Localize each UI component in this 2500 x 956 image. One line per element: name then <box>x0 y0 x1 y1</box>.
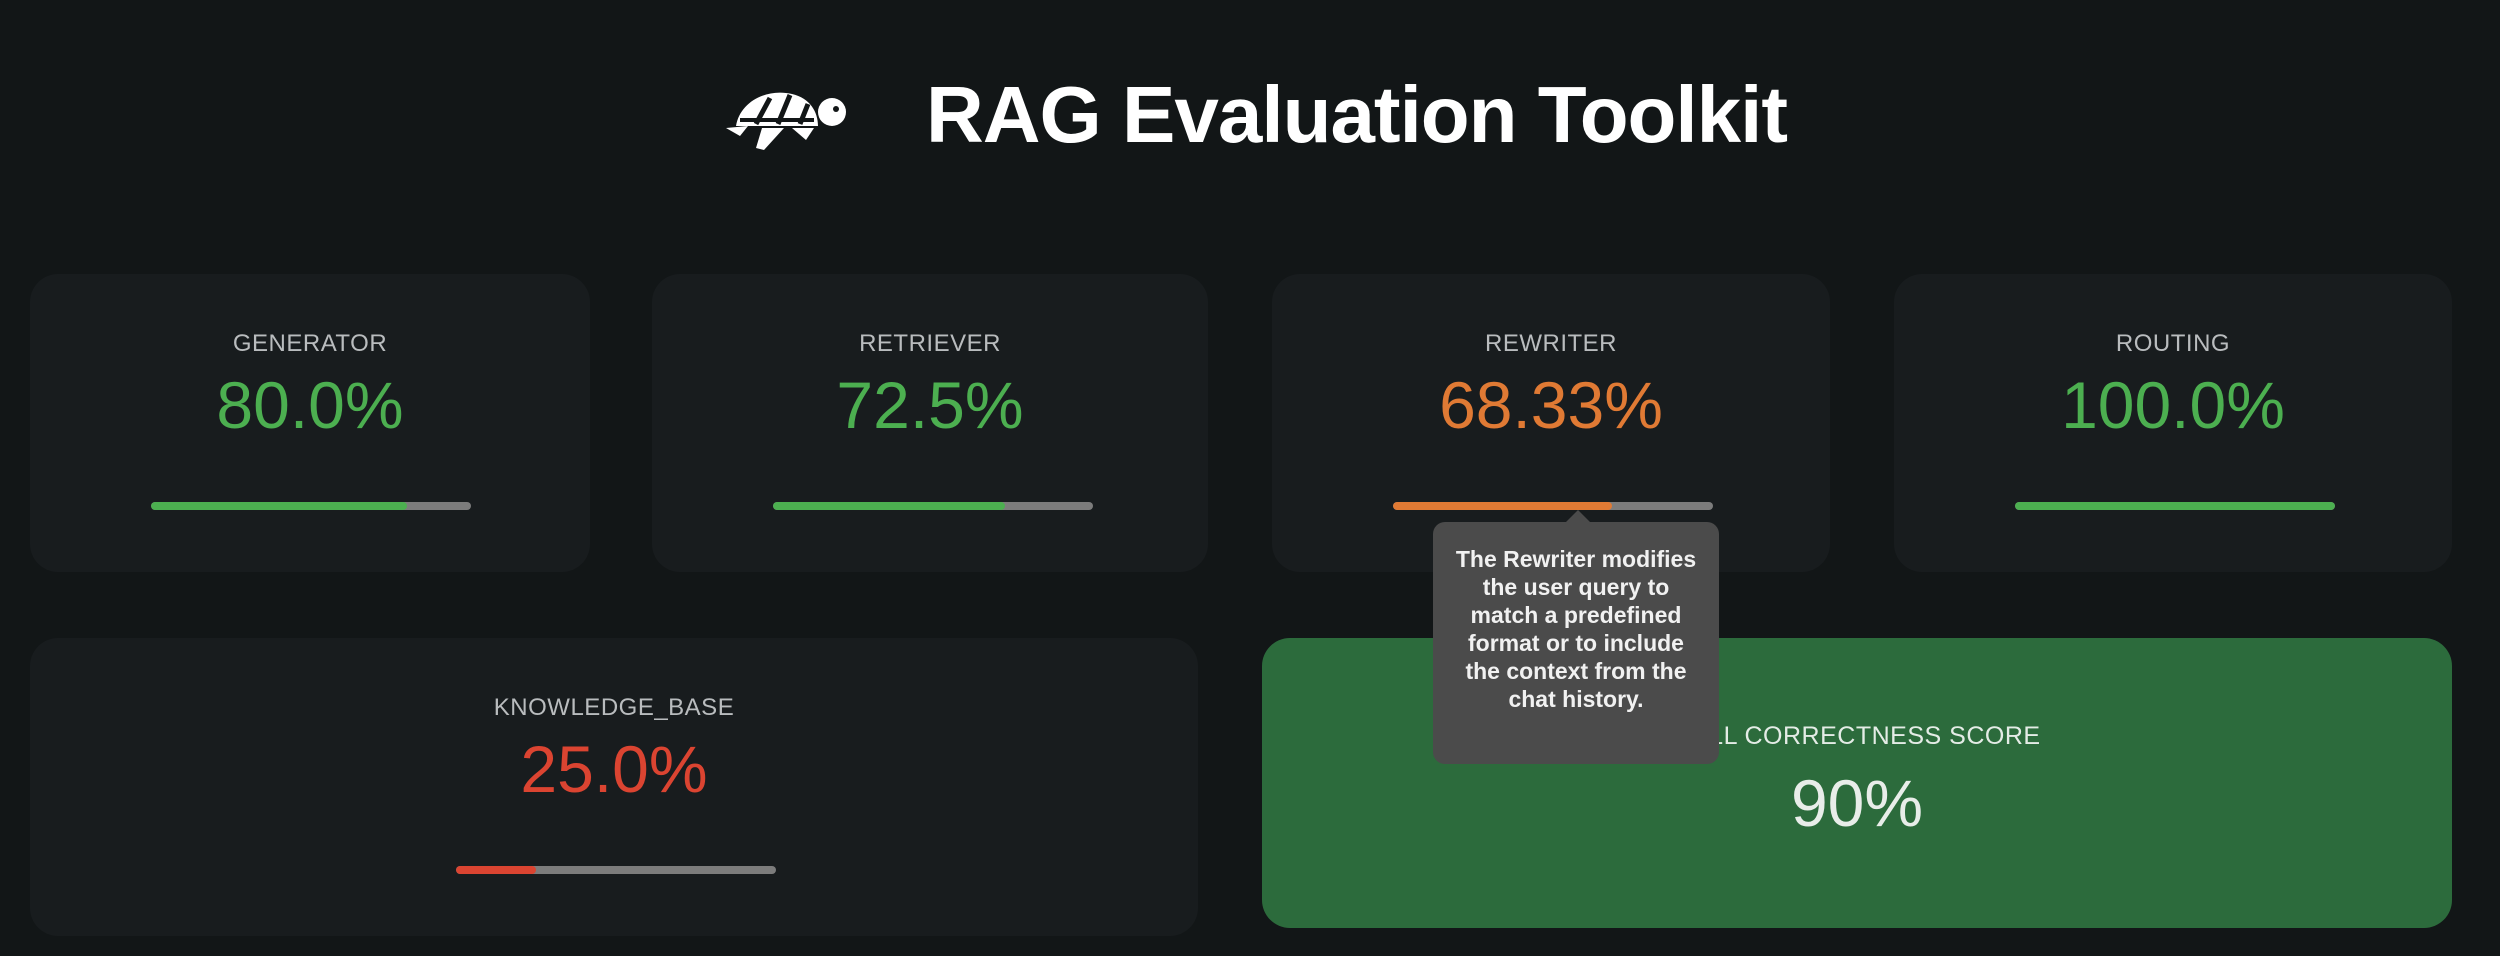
metric-label: GENERATOR <box>232 330 388 357</box>
progress-bar-fill <box>151 502 407 510</box>
tooltip-arrow <box>1566 510 1590 522</box>
metric-label: RETRIEVER <box>859 330 1001 357</box>
metric-card-retriever: RETRIEVER 72.5% <box>652 274 1208 572</box>
progress-bar <box>2015 502 2335 510</box>
metric-value: 68.33% <box>1439 368 1663 442</box>
metric-label: KNOWLEDGE_BASE <box>493 694 735 721</box>
overall-score-label: RALL CORRECTNESS SCORE <box>1673 722 2041 750</box>
progress-bar-fill <box>773 502 1005 510</box>
progress-bar-fill <box>1393 502 1612 510</box>
metric-card-routing: ROUTING 100.0% <box>1894 274 2452 572</box>
progress-bar-fill <box>2015 502 2335 510</box>
metric-label: REWRITER <box>1485 330 1617 357</box>
progress-bar-fill <box>456 866 536 874</box>
metric-card-generator: GENERATOR 80.0% <box>30 274 590 572</box>
page-title: RAG Evaluation Toolkit <box>926 70 1788 159</box>
progress-bar <box>1393 502 1713 510</box>
metric-value: 72.5% <box>836 368 1024 442</box>
metric-value: 25.0% <box>520 732 708 806</box>
turtle-icon <box>726 92 846 150</box>
progress-bar <box>151 502 471 510</box>
metric-value: 100.0% <box>2061 368 2285 442</box>
header: RAG Evaluation Toolkit <box>0 60 2500 170</box>
rewriter-tooltip: The Rewriter modifies the user query to … <box>1433 522 1719 764</box>
metric-label: ROUTING <box>2115 330 2231 357</box>
overall-score-value: 90% <box>1790 766 1924 840</box>
metric-value: 80.0% <box>216 368 404 442</box>
progress-bar <box>773 502 1093 510</box>
progress-bar <box>456 866 776 874</box>
metric-card-knowledge-base: KNOWLEDGE_BASE 25.0% <box>30 638 1198 936</box>
